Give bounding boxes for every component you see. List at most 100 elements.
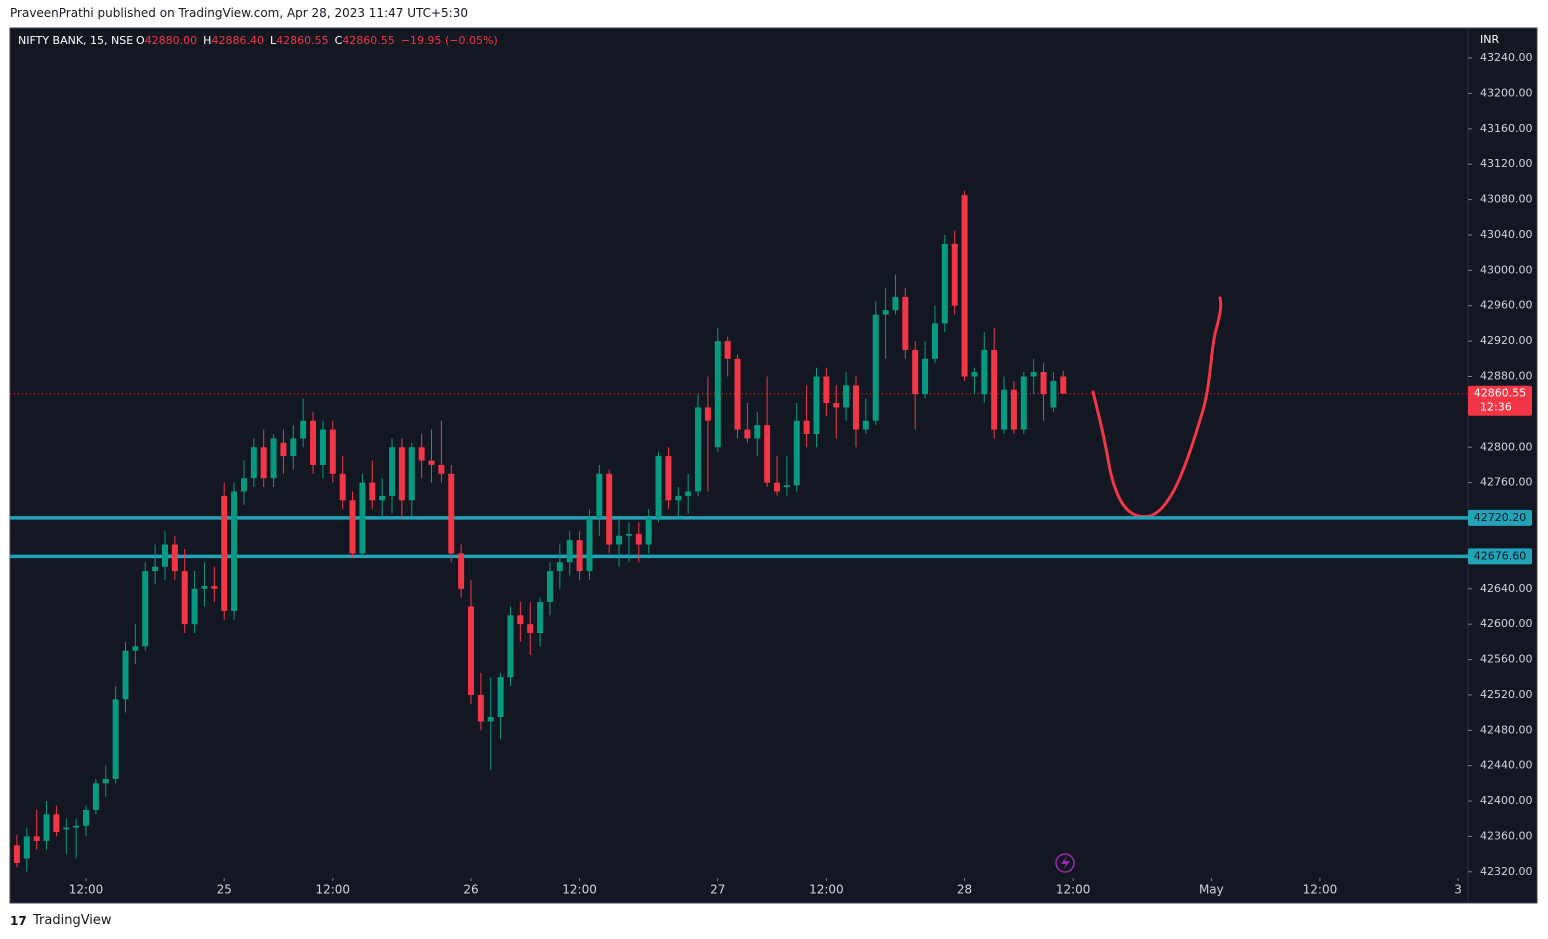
candle-body: [290, 438, 297, 457]
candle-body: [448, 473, 455, 554]
candle-body: [951, 243, 958, 306]
candle-body: [300, 420, 307, 439]
candle-body: [675, 495, 682, 501]
candle-body: [389, 447, 396, 496]
y-tick-label: 42640.00: [1480, 582, 1533, 595]
candle-body: [379, 495, 386, 501]
candle-body: [941, 243, 948, 324]
y-tick-label: 42920.00: [1480, 334, 1533, 347]
candle-body: [438, 464, 445, 474]
candle-body: [1050, 380, 1057, 408]
legend-letter: L: [270, 34, 277, 47]
candle-body: [625, 533, 632, 536]
candle-body: [655, 456, 662, 519]
candle-body: [872, 314, 879, 421]
candle-body: [359, 482, 366, 554]
level-label: 42676.60: [1474, 549, 1527, 562]
candle-body: [724, 341, 731, 359]
legend-change: −19.95 (−0.05%): [401, 34, 498, 47]
candle-body: [122, 650, 129, 700]
y-tick-label: 43000.00: [1480, 263, 1533, 276]
candle-body: [63, 827, 70, 830]
candle-body: [310, 420, 317, 465]
candle-body: [971, 372, 978, 377]
candle-body: [487, 717, 494, 722]
candle-body: [931, 323, 938, 359]
candle-body: [695, 407, 702, 492]
footer-logo: 17: [10, 914, 27, 928]
legend-value: 42880.00: [145, 34, 198, 47]
countdown-label: 12:36: [1480, 401, 1512, 414]
y-tick-label: 43040.00: [1480, 228, 1533, 241]
candle-body: [408, 447, 415, 501]
y-tick-label: 42400.00: [1480, 794, 1533, 807]
candle-body: [596, 473, 603, 519]
candle-body: [616, 535, 623, 545]
candle-body: [714, 341, 721, 448]
legend-symbol: NIFTY BANK, 15, NSE: [18, 34, 133, 47]
event-bolt: [1061, 856, 1070, 870]
event-icon: [1055, 853, 1075, 873]
candle-body: [23, 836, 30, 859]
y-tick-label: 42760.00: [1480, 476, 1533, 489]
candle-body: [833, 403, 840, 408]
candle-body: [329, 429, 336, 474]
candle-body: [586, 518, 593, 572]
candle-body: [922, 358, 929, 395]
candle-body: [319, 429, 326, 465]
candle-body: [566, 540, 573, 563]
candle-body: [369, 482, 376, 501]
y-tick-label: 42320.00: [1480, 865, 1533, 878]
candle-body: [912, 349, 919, 395]
candle-body: [33, 836, 40, 841]
candle-body: [991, 349, 998, 430]
candle-body: [53, 814, 60, 833]
y-tick-label: 42440.00: [1480, 759, 1533, 772]
x-tick-label: 25: [217, 883, 232, 897]
candle-body: [527, 624, 534, 633]
candle-body: [221, 495, 228, 611]
candle-body: [181, 571, 188, 625]
candle-body: [823, 376, 830, 404]
candle-body: [1030, 372, 1037, 377]
legend-value: 42860.55: [276, 34, 329, 47]
candle-body: [635, 533, 642, 545]
y-tick-label: 43120.00: [1480, 157, 1533, 170]
x-tick-label: 12:00: [69, 883, 104, 897]
candle-body: [458, 553, 465, 589]
candle-body: [803, 420, 810, 434]
candle-body: [1040, 372, 1047, 395]
candle-body: [349, 500, 356, 554]
y-tick-label: 42360.00: [1480, 829, 1533, 842]
candle-body: [764, 425, 771, 483]
candle-body: [112, 699, 119, 779]
candle-body: [398, 447, 405, 501]
candle-body: [704, 407, 711, 421]
candle-body: [645, 518, 652, 545]
y-tick-label: 43080.00: [1480, 193, 1533, 206]
candle-body: [467, 606, 474, 695]
candle-body: [250, 447, 257, 479]
x-tick-label: 12:00: [562, 883, 597, 897]
y-tick-label: 42960.00: [1480, 299, 1533, 312]
candle-body: [902, 296, 909, 350]
legend-value: 42886.40: [211, 34, 264, 47]
candle-body: [280, 442, 287, 457]
x-tick-label: 12:00: [1303, 883, 1338, 897]
x-tick-label: 3: [1454, 883, 1462, 897]
candle-body: [428, 460, 435, 465]
candle-body: [576, 540, 583, 572]
legend-letter: H: [203, 34, 211, 47]
candle-body: [477, 694, 484, 722]
x-tick-label: 28: [957, 883, 972, 897]
chart-background: [9, 27, 1538, 904]
candle-body: [142, 571, 149, 647]
candle-body: [171, 544, 178, 572]
candle-body: [892, 296, 899, 311]
candle-body: [231, 491, 238, 611]
candle-body: [606, 473, 613, 545]
x-tick-label: May: [1199, 883, 1224, 897]
candle-body: [497, 677, 504, 718]
last-price-label: 42860.55: [1474, 387, 1527, 400]
